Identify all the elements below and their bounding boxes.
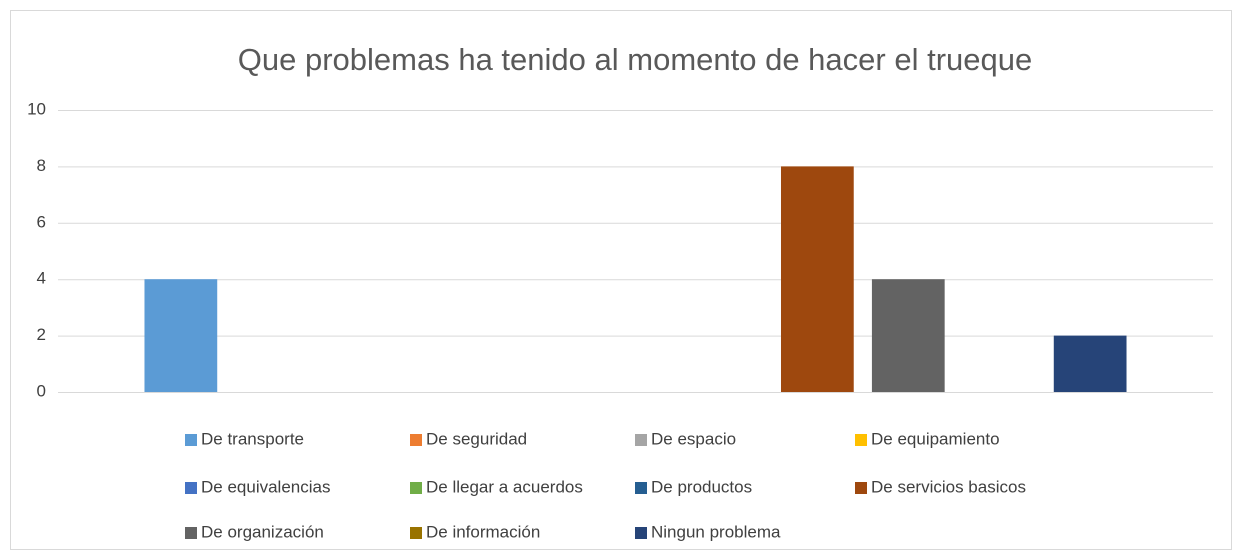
legend-swatch [855,434,867,446]
y-tick-label: 4 [37,269,46,288]
legend-label: De llegar a acuerdos [426,477,583,496]
legend-swatch [635,482,647,494]
y-tick-label: 2 [37,325,46,344]
legend-label: Ningun problema [651,522,781,541]
legend-swatch [410,527,422,539]
legend-swatch [410,434,422,446]
bar [871,279,945,392]
legend-label: De transporte [201,429,304,448]
legend-swatch [410,482,422,494]
legend-label: De espacio [651,429,736,448]
chart-title: Que problemas ha tenido al momento de ha… [238,42,1032,77]
bar [780,166,854,392]
legend-label: De información [426,522,540,541]
legend-label: De equivalencias [201,477,330,496]
bar [1053,335,1127,392]
legend-label: De organización [201,522,324,541]
legend-label: De equipamiento [871,429,1000,448]
legend-swatch [185,482,197,494]
legend-label: De servicios basicos [871,477,1026,496]
legend-swatch [185,527,197,539]
y-tick-label: 8 [37,156,46,175]
legend-label: De productos [651,477,752,496]
y-tick-label: 0 [37,381,46,400]
y-tick-label: 10 [27,99,46,118]
legend-swatch [855,482,867,494]
y-tick-label: 6 [37,212,46,231]
legend-label: De seguridad [426,429,527,448]
legend-swatch [635,527,647,539]
bar [144,279,218,392]
legend-swatch [635,434,647,446]
legend-swatch [185,434,197,446]
